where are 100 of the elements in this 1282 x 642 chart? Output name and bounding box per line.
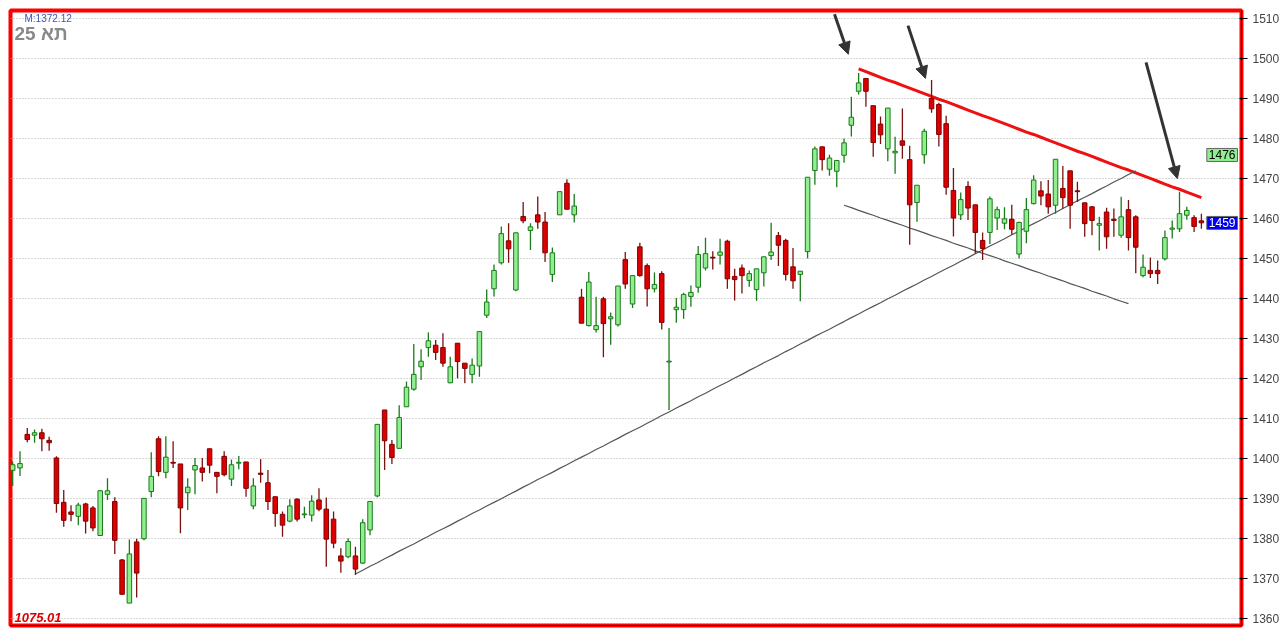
candlestick [702,236,709,272]
candlestick [148,451,155,498]
candlestick [841,137,847,164]
candlestick [454,342,461,380]
candlestick [163,435,169,479]
candlestick [761,256,767,288]
candlestick [199,457,206,483]
candlestick [352,546,359,576]
candlestick [812,145,818,186]
candlestick [739,263,745,295]
candlestick [914,184,920,223]
y-tick-label: 1390 [1252,491,1280,506]
candlestick [206,448,213,474]
candlestick [39,428,45,452]
candlestick [425,331,432,358]
y-tick-label: 1490 [1252,91,1280,106]
y-tick-label: 1420 [1252,371,1280,386]
candlestick [1111,207,1117,238]
candlestick [330,510,337,549]
candlestick [666,327,672,411]
candlestick [192,457,198,495]
candlestick [1074,180,1081,203]
candlestick [717,238,723,266]
candlestick [483,288,490,319]
candlestick [819,146,825,172]
candlestick [826,154,833,177]
candlestick [1162,229,1168,262]
candlestick [1176,190,1183,233]
annotation: 1075.01 [14,609,62,625]
line-series [857,67,1203,200]
candlestick [418,348,424,381]
candlestick [571,193,577,224]
candlestick [848,96,855,138]
candlestick [1009,204,1015,236]
candlestick [104,477,111,501]
annotation: 1459 [1208,216,1236,231]
y-tick-label: 1380 [1252,531,1280,546]
candlestick [797,270,804,302]
candlestick [535,195,541,230]
annotation: M:1372.12 [24,12,73,24]
y-tick-label: 1450 [1252,251,1280,266]
candlestick [556,190,563,216]
candlestick [491,263,497,298]
candlestick [731,268,738,302]
candlestick [505,222,512,264]
candlestick [921,128,928,165]
candlestick [710,250,716,271]
candlestick [1147,256,1154,279]
candlestick [673,297,680,324]
y-tick-label: 1370 [1252,571,1280,586]
y-tick-label: 1500 [1252,51,1280,66]
candlestick [928,79,935,114]
y-tick-label: 1400 [1252,451,1280,466]
y-tick-label: 1430 [1252,331,1280,346]
candlestick [184,477,191,511]
candlestick [294,497,300,523]
candlestick [877,115,884,145]
candlestick [863,77,869,108]
y-tick-label: 1470 [1252,171,1280,186]
candlestick [892,136,898,175]
candlestick [250,477,257,510]
y-tick-label: 1360 [1252,611,1280,626]
y-tick-label: 1460 [1252,211,1280,226]
candlestick [411,343,417,392]
candlestick [549,246,556,283]
candlestick [768,222,774,261]
text: תא 25 [14,22,68,44]
line-series [843,204,1130,305]
candlestick [899,107,906,160]
candlestick [462,362,468,384]
candlestick [257,458,264,484]
candlestick [520,201,526,224]
annotation: 1476 [1208,148,1236,163]
candlestick [957,191,964,221]
candlestick [855,72,862,96]
y-tick-label: 1410 [1252,411,1280,426]
y-tick-label: 1510 [1252,12,1280,26]
candlestick [1154,259,1161,285]
candlestick [1118,196,1124,239]
y-tick-label: 1480 [1252,131,1280,146]
candlestick [345,537,351,559]
line-series [354,170,1137,575]
candlestick [834,159,840,188]
candlestick [1096,216,1103,252]
candlestick [447,356,454,384]
candlestick [775,231,782,267]
candlestick [389,439,395,465]
candlestick [527,222,534,251]
candlestick [279,510,286,538]
candlestick [75,502,82,526]
candlestick [338,547,344,574]
candlestick [979,231,986,261]
candlestick [753,268,760,302]
candlestick [469,357,475,384]
candlestick [1001,206,1008,230]
candlestick [1140,253,1146,278]
candlestick [308,494,315,523]
y-tick-label: 1440 [1252,291,1280,306]
candlestick [170,440,176,469]
candlestick [228,458,235,487]
